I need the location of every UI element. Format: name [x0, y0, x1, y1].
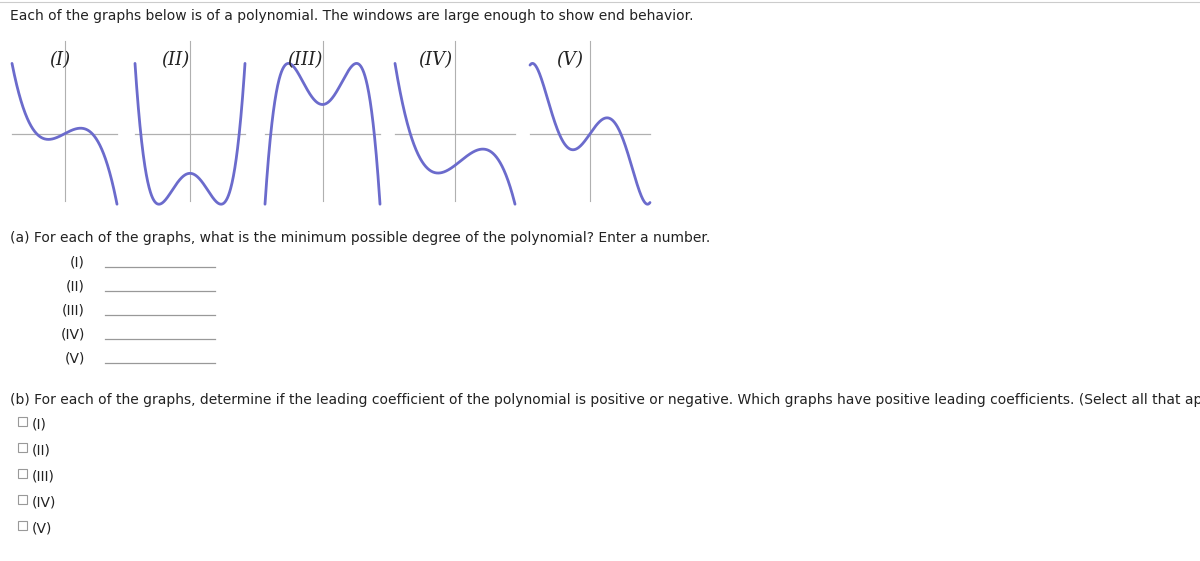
Bar [18, 521, 28, 530]
Text: (IV): (IV) [32, 496, 56, 510]
Text: Each of the graphs below is of a polynomial. The windows are large enough to sho: Each of the graphs below is of a polynom… [10, 9, 694, 23]
Text: (I): (I) [32, 418, 47, 432]
Bar [18, 417, 28, 426]
Text: (I): (I) [70, 255, 85, 269]
Text: (II): (II) [161, 51, 190, 69]
Text: (III): (III) [62, 303, 85, 317]
Text: (IV): (IV) [61, 327, 85, 341]
Text: (III): (III) [32, 470, 55, 484]
Bar [18, 469, 28, 478]
Bar [18, 443, 28, 452]
Text: (V): (V) [32, 522, 53, 536]
Bar [18, 495, 28, 504]
Text: (V): (V) [65, 351, 85, 365]
Text: (I): (I) [49, 51, 71, 69]
Text: (V): (V) [557, 51, 583, 69]
Text: (a) For each of the graphs, what is the minimum possible degree of the polynomia: (a) For each of the graphs, what is the … [10, 231, 710, 245]
Text: (II): (II) [32, 444, 50, 458]
Text: (b) For each of the graphs, determine if the leading coefficient of the polynomi: (b) For each of the graphs, determine if… [10, 393, 1200, 407]
Text: (IV): (IV) [418, 51, 452, 69]
Text: (III): (III) [287, 51, 323, 69]
Text: (II): (II) [66, 279, 85, 293]
